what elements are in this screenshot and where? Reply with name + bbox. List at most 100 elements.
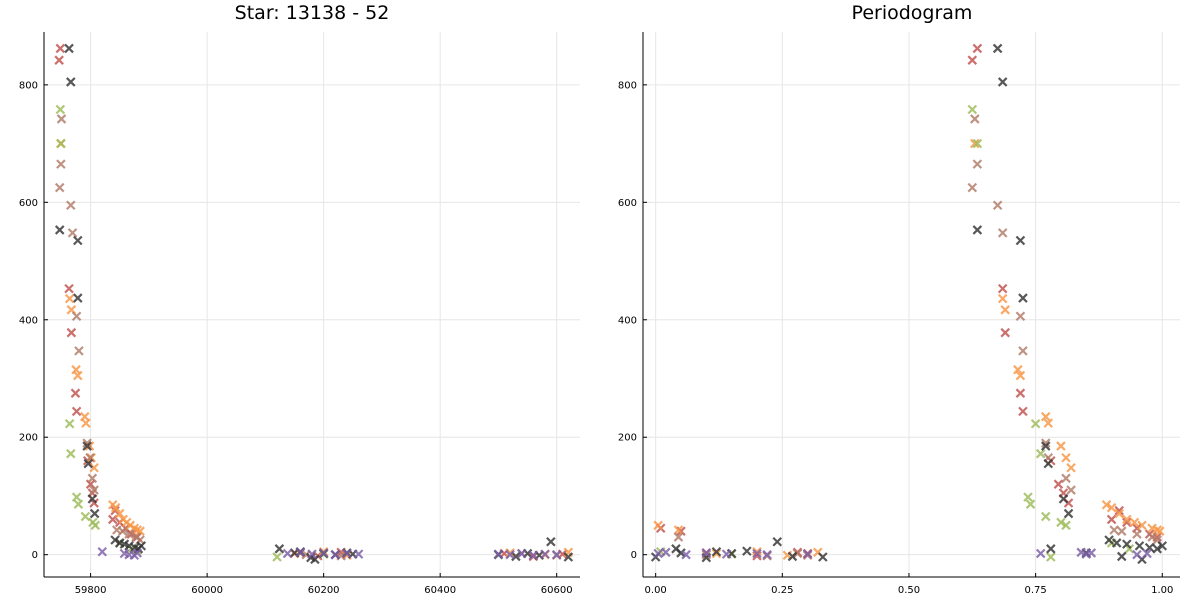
- data-point: [81, 418, 91, 428]
- data-point: [1129, 517, 1140, 528]
- data-point: [997, 77, 1008, 87]
- data-point: [55, 43, 66, 54]
- data-point: [71, 311, 82, 322]
- y-tick-label: 400: [618, 315, 637, 326]
- series-3: [673, 114, 1162, 561]
- x-tick-label: 0.25: [771, 585, 793, 596]
- data-point: [972, 225, 983, 235]
- data-point: [54, 55, 64, 65]
- data-point: [66, 448, 76, 459]
- data-point: [1018, 293, 1028, 303]
- data-point: [1063, 508, 1074, 519]
- x-tick-label: 0.00: [645, 585, 667, 596]
- data-point: [1104, 535, 1114, 545]
- data-point: [1013, 364, 1023, 375]
- data-point: [802, 549, 813, 559]
- data-point: [295, 547, 306, 558]
- data-point: [972, 43, 983, 54]
- data-point: [56, 159, 66, 169]
- chart-title: Periodogram: [852, 2, 973, 24]
- data-point: [1137, 520, 1147, 531]
- data-point: [64, 283, 74, 294]
- data-point: [1122, 514, 1132, 525]
- data-point: [117, 526, 128, 536]
- data-point: [1056, 517, 1066, 528]
- data-point: [762, 549, 772, 560]
- data-point: [66, 77, 76, 87]
- data-point: [1106, 502, 1117, 513]
- data-point: [1066, 485, 1076, 495]
- data-point: [1000, 305, 1010, 315]
- data-point: [1061, 453, 1071, 463]
- data-point: [83, 458, 94, 469]
- data-point: [1106, 514, 1117, 525]
- data-point: [1040, 511, 1051, 522]
- series-3: [54, 114, 562, 561]
- data-point: [1000, 327, 1010, 338]
- data-point: [74, 346, 84, 356]
- data-point: [1124, 544, 1135, 554]
- data-point: [90, 520, 101, 531]
- data-point: [89, 462, 99, 473]
- data-point: [318, 548, 329, 558]
- marks-layer: [54, 43, 574, 565]
- x-tick-label: 59800: [75, 585, 107, 596]
- data-point: [71, 406, 82, 417]
- chart-title: Star: 13138 - 52: [235, 2, 390, 24]
- data-point: [82, 441, 92, 451]
- data-point: [307, 549, 317, 559]
- data-point: [132, 548, 142, 558]
- data-point: [1154, 526, 1165, 536]
- data-point: [1015, 235, 1026, 246]
- data-point: [87, 473, 98, 484]
- data-point: [661, 547, 671, 558]
- data-point: [505, 549, 515, 560]
- data-point: [673, 532, 684, 542]
- grid-layer: [44, 32, 580, 577]
- data-point: [1134, 541, 1145, 551]
- data-point: [54, 182, 65, 193]
- data-point: [1030, 418, 1041, 429]
- y-tick-label: 0: [32, 550, 38, 561]
- series-4: [54, 43, 574, 565]
- data-point: [972, 138, 983, 149]
- x-tick-label: 60400: [424, 585, 456, 596]
- data-point: [55, 104, 66, 115]
- data-point: [1142, 548, 1152, 559]
- data-point: [1116, 526, 1127, 536]
- data-point: [1116, 551, 1127, 562]
- periodogram-panel: Periodogram 0.00 0.25 0.50 0.75 1.00 0 200 400 6…: [618, 2, 1180, 596]
- axis-layer: 0.00 0.25 0.50 0.75 1.00 0 200 400 600 800: [618, 32, 1180, 596]
- data-point: [135, 526, 145, 536]
- data-point: [967, 182, 978, 193]
- data-point: [1122, 539, 1132, 549]
- data-point: [1040, 441, 1051, 451]
- data-point: [64, 293, 75, 304]
- data-point: [752, 548, 762, 559]
- data-point: [711, 548, 722, 559]
- data-point: [516, 548, 527, 559]
- series-5: [653, 547, 1152, 560]
- data-point: [136, 541, 147, 551]
- data-point: [967, 55, 978, 65]
- series-1: [653, 138, 1165, 561]
- data-point: [1015, 388, 1026, 398]
- data-point: [1058, 494, 1069, 504]
- grid-layer: [643, 32, 1180, 577]
- data-point: [89, 508, 100, 519]
- data-point: [1111, 538, 1122, 548]
- data-point: [54, 225, 65, 235]
- y-tick-label: 200: [618, 433, 637, 444]
- data-point: [124, 529, 134, 539]
- data-point: [80, 511, 91, 522]
- data-point: [1109, 525, 1119, 535]
- data-point: [71, 492, 82, 502]
- data-point: [1015, 370, 1026, 381]
- data-point: [970, 138, 980, 149]
- data-point: [1152, 544, 1162, 554]
- data-point: [1061, 520, 1071, 531]
- data-point: [1035, 548, 1046, 559]
- data-point: [701, 549, 712, 560]
- data-point: [1025, 499, 1036, 509]
- data-point: [1046, 552, 1056, 562]
